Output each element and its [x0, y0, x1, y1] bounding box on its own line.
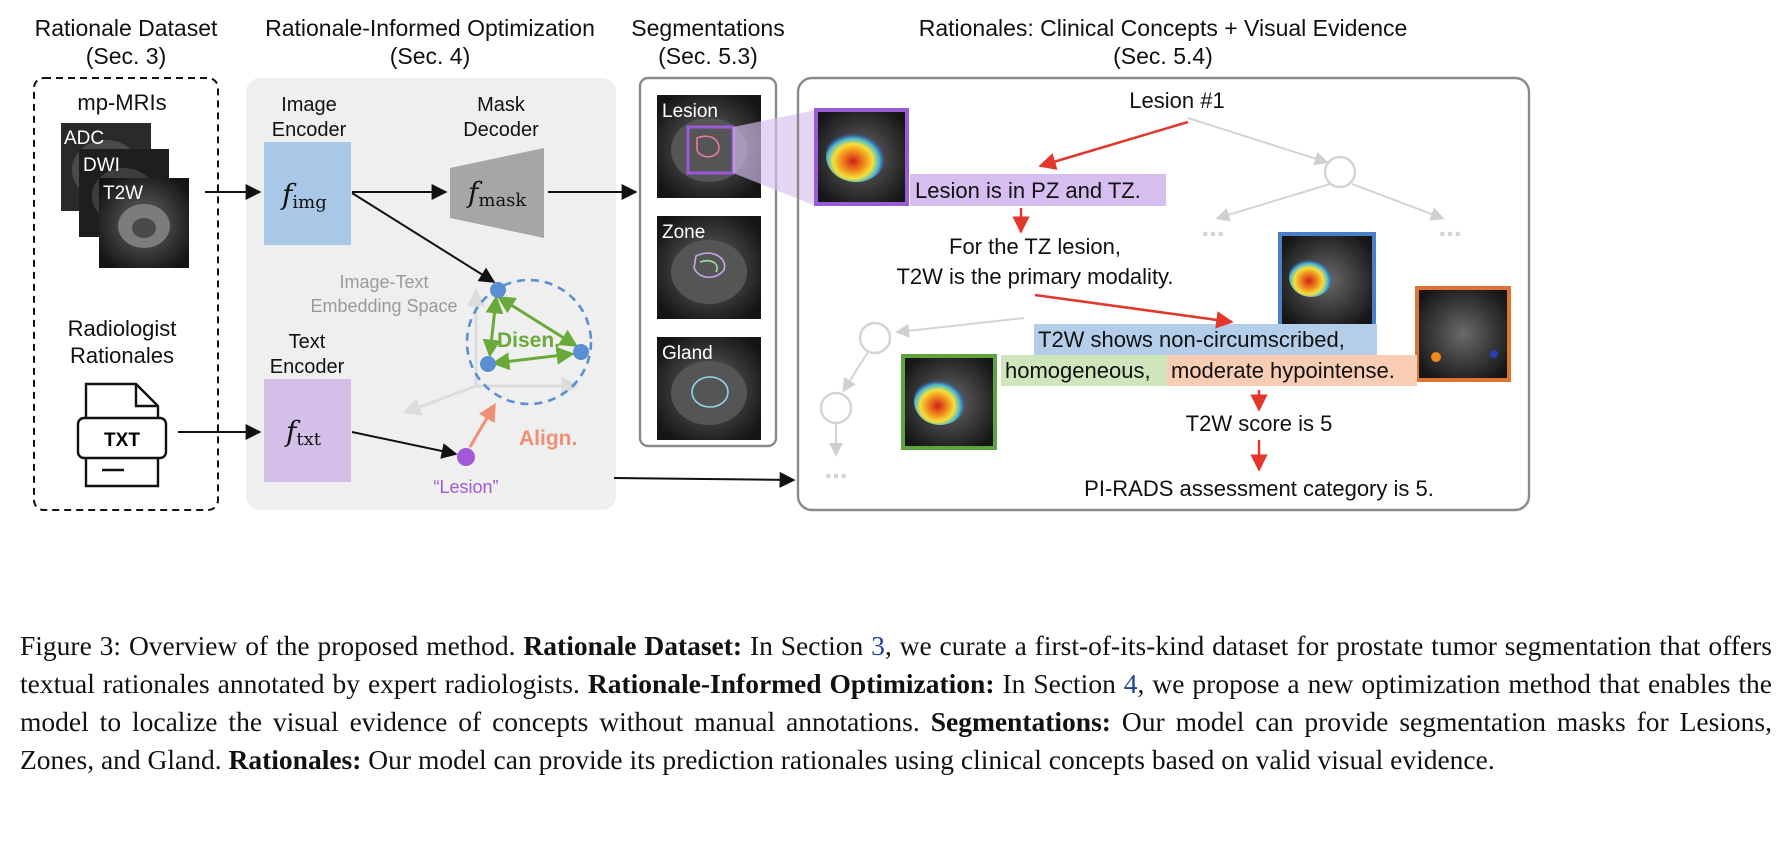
rationales-header: Rationales: Clinical Concepts + Visual E…	[919, 15, 1408, 41]
dataset-section: (Sec. 3)	[86, 43, 167, 69]
dataset-header: Rationale Dataset	[35, 15, 218, 41]
t2w-label: T2W	[103, 183, 143, 204]
caption-dataset-bold: Rationale Dataset:	[523, 630, 743, 661]
align-arrow	[468, 402, 496, 448]
caption-optimization-bold: Rationale-Informed Optimization:	[587, 668, 995, 699]
embedding-space-label-1: Image-Text	[339, 272, 428, 292]
text-encoder-box	[264, 379, 351, 482]
image-encoder-label-2: Encoder	[272, 119, 347, 141]
zoom-wedge	[733, 110, 816, 206]
embedding-space-label-2: Embedding Space	[310, 296, 457, 316]
caption-optimization-text-a: In Section	[1002, 668, 1116, 699]
caption-dataset-text-a: In Section	[749, 630, 864, 661]
rationale-homogeneous: homogeneous,	[1005, 358, 1151, 383]
rationale-t2w-score: T2W score is 5	[1186, 411, 1333, 436]
caption-intro: Overview of the proposed method.	[128, 630, 516, 661]
rationale-modality-2: T2W is the primary modality.	[896, 264, 1173, 289]
hl-homogeneous	[1001, 355, 1167, 386]
embedding-point	[490, 282, 506, 298]
caption-dataset-text-b: , we curate a first-of-its-kind dataset …	[20, 630, 1772, 699]
mp-mris-title: mp-MRIs	[77, 90, 166, 115]
rationale-pirads: PI-RADS assessment category is 5.	[1084, 476, 1434, 501]
method-overview-figure: Rationale Dataset (Sec. 3) Rationale-Inf…	[33, 15, 1531, 512]
hl-hypointense	[1167, 355, 1417, 386]
rationale-lesion-location: Lesion is in PZ and TZ.	[915, 178, 1141, 203]
caption-segmentations-bold: Segmentations:	[930, 706, 1111, 737]
ellipsis-3: ...	[824, 453, 847, 484]
txt-file-icon: TXT	[76, 382, 168, 488]
image-encoder-box	[264, 142, 351, 245]
rationale-root: Lesion #1	[1129, 88, 1224, 113]
segmentation-zone: Zone	[657, 216, 761, 319]
embedding-cluster-circle	[465, 278, 593, 406]
hl-lesion-location	[910, 174, 1166, 206]
reasoning-arrows	[1012, 120, 1268, 472]
rationales-label: Rationales	[70, 343, 174, 368]
mask-decoder-label-1: Mask	[477, 94, 526, 116]
align-label: Align.	[519, 427, 577, 450]
rationale-t2w-shows: T2W shows non-circumscribed,	[1038, 327, 1345, 352]
seg-label-lesion: Lesion	[662, 101, 718, 122]
rationale-modality-1: For the TZ lesion,	[949, 234, 1121, 259]
evidence-image-hypointense	[1415, 286, 1511, 382]
disen-label: Disen.	[497, 329, 560, 352]
segmentations-header: Segmentations	[631, 15, 784, 41]
dwi-label: DWI	[83, 155, 120, 176]
lesion-text-embedding	[457, 448, 475, 466]
seg-label-gland: Gland	[662, 343, 713, 364]
embedding-point	[480, 356, 496, 372]
rationales-section: (Sec. 5.4)	[1113, 43, 1213, 69]
caption-figure-label: Figure 3:	[20, 630, 122, 661]
segmentation-lesion: Lesion	[657, 95, 761, 198]
mri-slice-stack: ADC DWI T2W	[61, 123, 189, 268]
segmentation-gland: Gland	[657, 337, 761, 440]
embedding-point	[573, 344, 589, 360]
mask-decoder-label-2: Decoder	[463, 119, 539, 141]
text-encoder-label-1: Text	[289, 331, 326, 353]
evidence-image-homogeneous	[901, 354, 997, 450]
txt-file-label: TXT	[104, 430, 140, 451]
t2w-slice: T2W	[99, 178, 189, 268]
caption-optimization-text-b: , we propose a new optimization method t…	[20, 668, 1773, 737]
segmentations-panel	[638, 76, 778, 448]
caption-rationales-bold: Rationales:	[228, 744, 362, 775]
dataset-panel	[33, 77, 219, 511]
ellipsis-1: ...	[1201, 211, 1224, 242]
flow-arrows	[178, 184, 796, 488]
evidence-image-t2w-blue	[1278, 232, 1376, 328]
optimization-section: (Sec. 4)	[390, 43, 471, 69]
figure-caption: Figure 3: Overview of the proposed metho…	[20, 627, 1772, 779]
caption-ref-section-4[interactable]: 4	[1123, 668, 1138, 699]
optimization-header: Rationale-Informed Optimization	[265, 15, 595, 41]
rationales-panel	[796, 76, 1531, 512]
seg-label-zone: Zone	[662, 222, 705, 243]
caption-ref-section-3[interactable]: 3	[871, 630, 885, 661]
evidence-image-lesion	[814, 108, 909, 206]
disentangle-arrows	[482, 295, 579, 371]
segmentations-section: (Sec. 5.3)	[658, 43, 758, 69]
text-encoder-label-2: Encoder	[270, 356, 345, 378]
background-tree	[819, 117, 1445, 457]
lesion-quote-label: “Lesion”	[433, 477, 498, 497]
rationale-hypointense: moderate hypointense.	[1171, 358, 1395, 383]
mask-decoder-shape	[450, 148, 544, 238]
radiologist-label: Radiologist	[68, 316, 177, 341]
adc-label: ADC	[64, 128, 104, 149]
image-encoder-label-1: Image	[281, 94, 337, 116]
ellipsis-2: ...	[1438, 211, 1461, 242]
caption-rationales-text: Our model can provide its prediction rat…	[368, 744, 1495, 775]
hl-non-circumscribed	[1034, 324, 1377, 355]
caption-segmentations-text: Our model can provide segmentation masks…	[20, 706, 1773, 775]
